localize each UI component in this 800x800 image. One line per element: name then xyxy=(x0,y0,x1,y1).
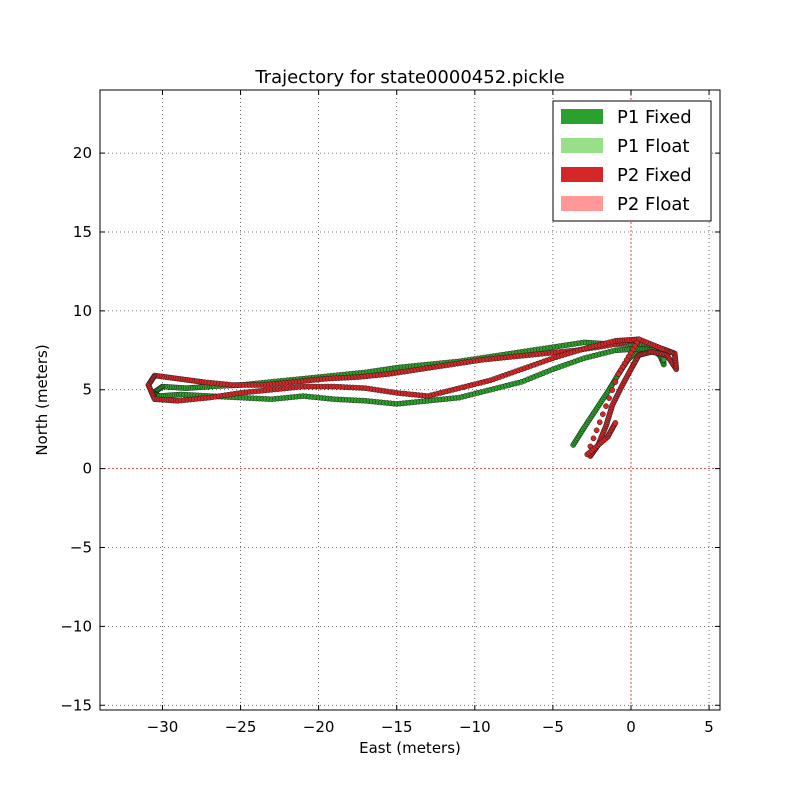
data-point xyxy=(596,419,603,426)
legend-swatch-p1-float xyxy=(561,138,603,153)
y-tick-label: −15 xyxy=(60,696,92,714)
legend-swatch-p2-fixed xyxy=(561,167,603,182)
x-tick-label: −25 xyxy=(225,718,257,736)
y-tick-label: −5 xyxy=(70,539,92,557)
y-tick-label: 5 xyxy=(82,381,92,399)
data-point xyxy=(609,387,616,393)
plot-series xyxy=(145,336,680,459)
y-tick-label: 20 xyxy=(73,144,92,162)
x-tick-label: 0 xyxy=(626,718,636,736)
legend-item-p2-float: P2 Float xyxy=(561,194,689,215)
reference-lines xyxy=(100,90,720,710)
data-point xyxy=(612,379,619,385)
legend-swatch-p1-fixed xyxy=(561,109,603,124)
data-point xyxy=(606,395,612,401)
data-point xyxy=(593,427,600,434)
y-tick-label: −10 xyxy=(60,617,92,635)
x-tick-label: −15 xyxy=(381,718,413,736)
x-tick-label: −30 xyxy=(147,718,179,736)
x-tick-label: 5 xyxy=(704,718,714,736)
axes-frame xyxy=(99,89,721,711)
y-tick-label: 15 xyxy=(73,223,92,241)
legend-label-p2-fixed: P2 Fixed xyxy=(617,165,692,186)
legend-swatch-p2-float xyxy=(561,196,603,211)
x-tick-label: −20 xyxy=(303,718,335,736)
y-tick-label: 0 xyxy=(82,460,92,478)
legend-item-p2-fixed: P2 Fixed xyxy=(561,165,692,186)
y-axis-ticks: −15 −10 −5 0 5 10 15 20 xyxy=(60,144,720,714)
x-axis-label: East (meters) xyxy=(359,739,461,757)
data-point xyxy=(600,411,606,418)
x-tick-label: −5 xyxy=(542,718,564,736)
legend: P1 Fixed P1 Float P2 Fixed P2 Float xyxy=(552,100,712,222)
x-tick-label: −10 xyxy=(459,718,491,736)
data-point xyxy=(603,403,609,409)
data-point xyxy=(612,420,619,426)
data-point xyxy=(590,435,597,442)
legend-item-p1-fixed: P1 Fixed xyxy=(561,107,692,128)
series-p2-fixed xyxy=(145,336,680,459)
legend-label-p2-float: P2 Float xyxy=(617,194,689,215)
x-axis-ticks: −30 −25 −20 −15 −10 −5 0 5 xyxy=(147,90,714,736)
data-point xyxy=(615,371,622,377)
legend-label-p1-float: P1 Float xyxy=(617,136,689,157)
y-axis-label: North (meters) xyxy=(33,344,51,455)
y-tick-label: 10 xyxy=(73,302,92,320)
chart-title: Trajectory for state0000452.pickle xyxy=(254,67,564,88)
legend-item-p1-float: P1 Float xyxy=(561,136,689,157)
legend-label-p1-fixed: P1 Fixed xyxy=(617,107,692,128)
